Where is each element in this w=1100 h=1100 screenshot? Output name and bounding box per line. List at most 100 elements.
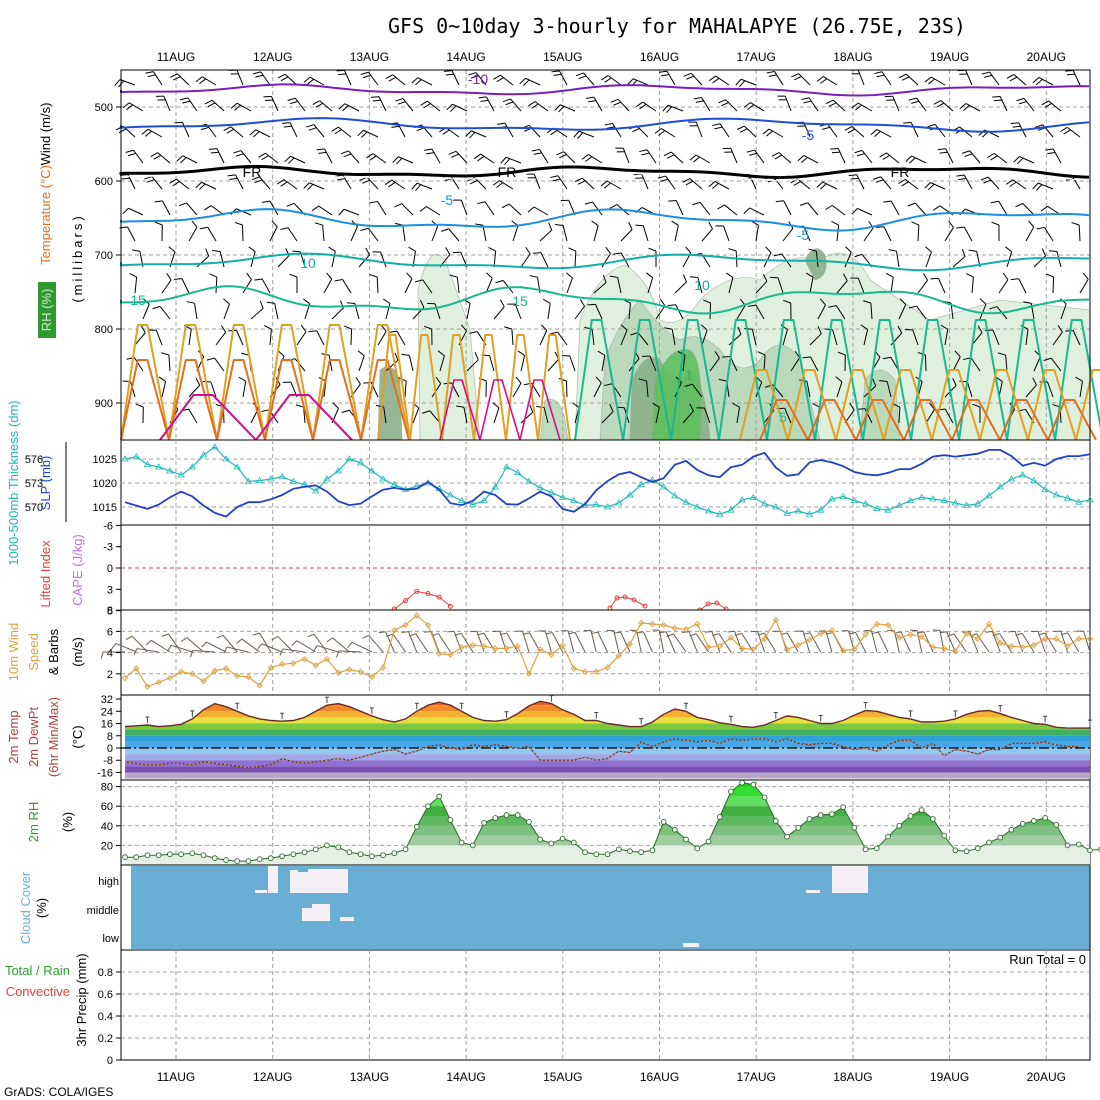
rh-point [873, 845, 880, 852]
wind-barb [250, 300, 264, 320]
dewpoint-line-dots [124, 738, 1079, 769]
wind-barb-shaft [215, 331, 227, 346]
thickness-point [1052, 491, 1061, 498]
cloud-unit-label: (%) [34, 898, 49, 918]
wind-barb [281, 122, 298, 138]
wind-barb-shaft [324, 148, 333, 164]
pressure-tick-label: 800 [95, 324, 113, 336]
wind-barb-feather [306, 124, 315, 128]
wind10m-point [806, 636, 813, 644]
wind-barb-feather [718, 378, 727, 382]
wind-barb-feather [793, 181, 801, 186]
rh-point [1042, 815, 1048, 821]
wind-barb-feather [845, 246, 852, 253]
wind-barb [777, 95, 792, 112]
lifted-index-point [447, 603, 453, 609]
rh-point [380, 852, 386, 859]
wind10m-barb [150, 639, 171, 653]
wind-barb-feather [874, 130, 881, 138]
wind-barb-shaft [1037, 182, 1054, 190]
date-label-bottom: 14AUG [446, 1070, 485, 1084]
wind10m-point [873, 620, 880, 628]
wind-barb [385, 74, 406, 86]
wind10m-barb-feather [125, 635, 133, 641]
thickness-point [143, 460, 152, 467]
wind-barb-feather [500, 156, 507, 164]
wind-barb-feather [286, 202, 295, 207]
wind-barb-feather [394, 352, 399, 361]
thickness-point [727, 506, 735, 513]
wind-barb-shaft [916, 97, 927, 112]
wind-barb [944, 220, 954, 242]
wind-barb-feather [311, 205, 320, 212]
wind-barb-shaft [695, 154, 711, 164]
wind-barb-shaft [187, 97, 198, 112]
wind-barb-feather [331, 126, 339, 132]
wind-barb-shaft [750, 102, 765, 112]
wind-barb-shaft [342, 279, 352, 294]
contour-label: 10 [300, 255, 316, 271]
wind-barb-feather [468, 72, 477, 76]
wind-barb-feather [334, 129, 342, 135]
wind-barb-feather [712, 77, 720, 84]
wind-barb-feather [773, 253, 782, 257]
wind10m-barb [620, 631, 631, 653]
rh-point [425, 803, 431, 810]
cloud-level-label: middle [87, 905, 119, 917]
wind10m-barb-feather [522, 632, 530, 635]
wind10m-barb-feather [401, 631, 409, 633]
wind-barb-shaft [671, 329, 676, 346]
wind-barb-feather [728, 248, 737, 252]
wind-barb-feather [992, 96, 1001, 98]
wind-barb-feather [529, 404, 534, 413]
wind-barb-shaft [736, 407, 740, 424]
rh-point [469, 842, 476, 849]
date-label-top: 20AUG [1027, 50, 1066, 64]
wind-barb-feather [308, 127, 317, 131]
wind-barb-feather [312, 100, 320, 106]
wind10m-barb-feather [307, 633, 315, 638]
wind-barb [610, 98, 630, 112]
wind-barb-shaft [723, 225, 730, 242]
wind-barb-shaft [207, 227, 217, 242]
wind10m-barb-feather [689, 633, 697, 637]
wind-barb-shaft [674, 281, 687, 294]
wind-barb [1016, 97, 1035, 112]
wind-barb-feather [968, 249, 977, 252]
wind-barb [424, 325, 433, 346]
wind-barb-shaft [493, 251, 497, 268]
wind-barb-feather [280, 181, 288, 187]
wind-barb [898, 73, 919, 86]
wind-barb-shaft [378, 96, 387, 112]
wind-barb-shaft [241, 224, 244, 242]
wind10m-barb [226, 646, 249, 653]
wind-barb-shaft [338, 126, 352, 138]
wind-barb-shaft [646, 149, 657, 164]
wind-barb-shaft [202, 76, 217, 86]
wind-barb-shaft [132, 149, 144, 164]
wind-barb-shaft [861, 150, 873, 164]
wind-barb-feather [227, 174, 236, 177]
wind-barb-shaft [343, 208, 360, 216]
wind10m-barb-feather [362, 634, 369, 639]
wind-barb [238, 376, 247, 398]
rh-point [986, 839, 992, 846]
wind-barb-shaft [607, 75, 622, 86]
date-label-top: 11AUG [157, 50, 195, 64]
wind-barb-shaft [547, 303, 551, 320]
wind-barb-feather [195, 377, 201, 386]
wind-barb-feather [397, 101, 406, 105]
wind-barb [872, 176, 892, 190]
wind-barb-feather [848, 174, 857, 177]
wind-barb [1052, 325, 1063, 346]
wind-barb-feather [1006, 74, 1015, 79]
thickness-point [390, 480, 399, 487]
wind-barb [635, 224, 649, 242]
wind-barb-feather [369, 200, 378, 204]
rh-point [997, 834, 1004, 841]
rh-point [660, 819, 667, 825]
wind-barb-feather [929, 402, 935, 410]
wind-barb [370, 96, 387, 112]
wind-barb-shaft [807, 202, 819, 216]
wind-barb-feather [717, 204, 725, 210]
